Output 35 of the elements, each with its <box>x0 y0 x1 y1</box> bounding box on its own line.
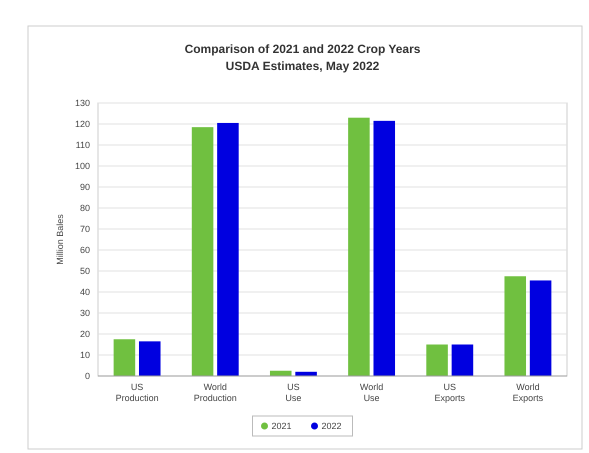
y-tick-label: 30 <box>80 308 90 318</box>
y-tick-label: 70 <box>80 224 90 234</box>
bar <box>138 341 161 376</box>
bar <box>373 120 396 376</box>
y-axis-title: Million Bales <box>55 214 65 265</box>
x-tick-label: US Exports <box>434 382 466 403</box>
bar <box>452 344 474 376</box>
y-tick-label: 80 <box>80 203 90 213</box>
y-tick-label: 110 <box>76 140 90 150</box>
y-tick-label: 120 <box>74 119 90 129</box>
y-tick-label: 60 <box>80 245 90 255</box>
bar <box>217 122 239 376</box>
y-tick-label: 130 <box>74 98 90 108</box>
x-tick-label: US Production <box>116 382 159 403</box>
bar <box>348 118 370 376</box>
y-tick-label: 0 <box>84 371 90 381</box>
chart-title: Comparison of 2021 and 2022 Crop Years <box>184 42 421 56</box>
bar <box>426 344 448 376</box>
y-tick-label: 50 <box>80 266 90 276</box>
y-tick-label: 20 <box>80 329 90 339</box>
y-tick-label: 40 <box>80 287 90 297</box>
legend-label: 2021 <box>272 421 292 431</box>
chart-subtitle: USDA Estimates, May 2022 <box>226 59 380 73</box>
y-tick-label: 10 <box>80 350 90 360</box>
y-tick-label: 100 <box>74 161 90 171</box>
x-tick-label: World Exports <box>512 382 544 403</box>
x-tick-label: World Use <box>360 382 384 403</box>
bar <box>530 280 552 376</box>
legend-label: 2022 <box>322 421 342 431</box>
x-tick-label: World Production <box>194 382 237 403</box>
bar <box>192 127 214 376</box>
x-tick-label: US Use <box>285 382 302 403</box>
y-tick-label: 90 <box>80 182 90 192</box>
bar <box>114 339 136 376</box>
bar <box>504 276 526 376</box>
